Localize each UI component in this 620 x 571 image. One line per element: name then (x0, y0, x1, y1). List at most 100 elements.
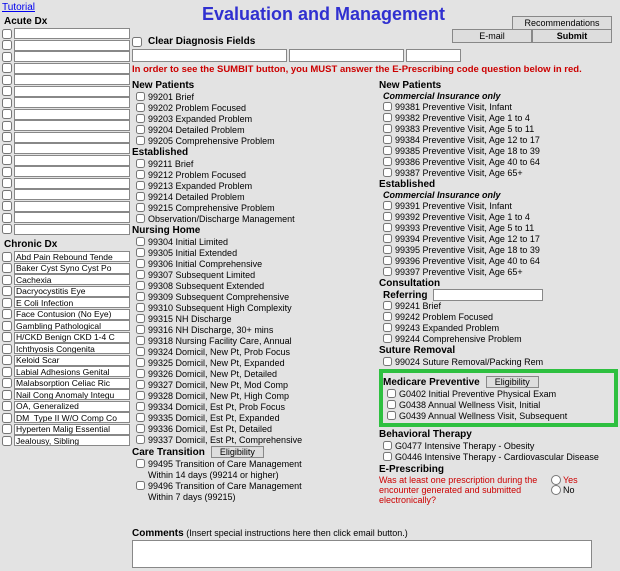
nh-9-checkbox[interactable] (136, 336, 145, 345)
acute-dx-10-input[interactable] (14, 143, 130, 154)
chronic-dx-6-checkbox[interactable] (2, 321, 12, 331)
chronic-dx-3-checkbox[interactable] (2, 286, 12, 296)
chronic-dx-15-input[interactable] (14, 424, 130, 435)
chronic-dx-4-input[interactable] (14, 297, 130, 308)
chronic-dx-2-checkbox[interactable] (2, 275, 12, 285)
est-0-checkbox[interactable] (136, 159, 145, 168)
est-ci-6-checkbox[interactable] (383, 267, 392, 276)
est-ci-4-checkbox[interactable] (383, 245, 392, 254)
chronic-dx-11-checkbox[interactable] (2, 378, 12, 388)
acute-dx-3-checkbox[interactable] (2, 63, 12, 73)
nh-18-checkbox[interactable] (136, 435, 145, 444)
chronic-dx-9-input[interactable] (14, 355, 130, 366)
acute-dx-14-input[interactable] (14, 189, 130, 200)
acute-dx-15-checkbox[interactable] (2, 201, 12, 211)
new-3-checkbox[interactable] (136, 125, 145, 134)
medicare-0-checkbox[interactable] (387, 389, 396, 398)
nh-11-checkbox[interactable] (136, 358, 145, 367)
chronic-dx-0-input[interactable] (14, 251, 130, 262)
nh-2-checkbox[interactable] (136, 259, 145, 268)
chronic-dx-9-checkbox[interactable] (2, 355, 12, 365)
est-ci-5-checkbox[interactable] (383, 256, 392, 265)
medicare-1-checkbox[interactable] (387, 400, 396, 409)
new-ci-5-checkbox[interactable] (383, 157, 392, 166)
acute-dx-9-input[interactable] (14, 132, 130, 143)
eprescribe-no-radio[interactable] (551, 485, 561, 495)
top-input-2[interactable] (289, 49, 404, 62)
acute-dx-0-input[interactable] (14, 28, 130, 39)
acute-dx-11-checkbox[interactable] (2, 155, 12, 165)
acute-dx-13-checkbox[interactable] (2, 178, 12, 188)
nh-1-checkbox[interactable] (136, 248, 145, 257)
est-1-checkbox[interactable] (136, 170, 145, 179)
acute-dx-4-checkbox[interactable] (2, 75, 12, 85)
medicare-eligibility-button[interactable]: Eligibility (486, 376, 539, 388)
nh-8-checkbox[interactable] (136, 325, 145, 334)
recommendations-button[interactable]: Recommendations (512, 16, 612, 30)
cons-3-checkbox[interactable] (383, 334, 392, 343)
acute-dx-8-checkbox[interactable] (2, 121, 12, 131)
bt-1-checkbox[interactable] (383, 452, 392, 461)
est-ci-3-checkbox[interactable] (383, 234, 392, 243)
top-input-3[interactable] (406, 49, 461, 62)
nh-14-checkbox[interactable] (136, 391, 145, 400)
est-2-checkbox[interactable] (136, 181, 145, 190)
top-input-1[interactable] (132, 49, 287, 62)
acute-dx-3-input[interactable] (14, 63, 130, 74)
chronic-dx-1-checkbox[interactable] (2, 263, 12, 273)
nh-4-checkbox[interactable] (136, 281, 145, 290)
chronic-dx-1-input[interactable] (14, 263, 130, 274)
acute-dx-6-checkbox[interactable] (2, 98, 12, 108)
chronic-dx-15-checkbox[interactable] (2, 424, 12, 434)
nh-10-checkbox[interactable] (136, 347, 145, 356)
comments-textarea[interactable] (132, 540, 592, 568)
new-ci-4-checkbox[interactable] (383, 146, 392, 155)
acute-dx-10-checkbox[interactable] (2, 144, 12, 154)
cons-2-checkbox[interactable] (383, 323, 392, 332)
acute-dx-8-input[interactable] (14, 120, 130, 131)
eprescribe-yes-radio[interactable] (551, 475, 561, 485)
chronic-dx-12-input[interactable] (14, 389, 130, 400)
clear-dx-checkbox[interactable] (132, 37, 142, 47)
acute-dx-7-checkbox[interactable] (2, 109, 12, 119)
chronic-dx-0-checkbox[interactable] (2, 252, 12, 262)
chronic-dx-12-checkbox[interactable] (2, 390, 12, 400)
new-2-checkbox[interactable] (136, 114, 145, 123)
new-1-checkbox[interactable] (136, 103, 145, 112)
referring-input[interactable] (433, 289, 543, 301)
chronic-dx-7-checkbox[interactable] (2, 332, 12, 342)
acute-dx-1-checkbox[interactable] (2, 40, 12, 50)
acute-dx-2-input[interactable] (14, 51, 130, 62)
chronic-dx-13-input[interactable] (14, 401, 130, 412)
est-ci-0-checkbox[interactable] (383, 201, 392, 210)
nh-16-checkbox[interactable] (136, 413, 145, 422)
nh-15-checkbox[interactable] (136, 402, 145, 411)
nh-13-checkbox[interactable] (136, 380, 145, 389)
ct-0-checkbox[interactable] (136, 459, 145, 468)
chronic-dx-7-input[interactable] (14, 332, 130, 343)
acute-dx-16-input[interactable] (14, 212, 130, 223)
new-ci-6-checkbox[interactable] (383, 168, 392, 177)
chronic-dx-11-input[interactable] (14, 378, 130, 389)
chronic-dx-5-input[interactable] (14, 309, 130, 320)
chronic-dx-3-input[interactable] (14, 286, 130, 297)
bt-0-checkbox[interactable] (383, 441, 392, 450)
care-transition-eligibility-button[interactable]: Eligibility (211, 446, 264, 458)
cons-1-checkbox[interactable] (383, 312, 392, 321)
tutorial-link[interactable]: Tutorial (2, 2, 35, 13)
acute-dx-6-input[interactable] (14, 97, 130, 108)
acute-dx-9-checkbox[interactable] (2, 132, 12, 142)
est-5-checkbox[interactable] (136, 214, 145, 223)
acute-dx-16-checkbox[interactable] (2, 213, 12, 223)
nh-5-checkbox[interactable] (136, 292, 145, 301)
chronic-dx-6-input[interactable] (14, 320, 130, 331)
chronic-dx-4-checkbox[interactable] (2, 298, 12, 308)
chronic-dx-5-checkbox[interactable] (2, 309, 12, 319)
chronic-dx-16-input[interactable] (14, 435, 130, 446)
acute-dx-13-input[interactable] (14, 178, 130, 189)
medicare-2-checkbox[interactable] (387, 411, 396, 420)
acute-dx-15-input[interactable] (14, 201, 130, 212)
acute-dx-1-input[interactable] (14, 40, 130, 51)
chronic-dx-8-input[interactable] (14, 343, 130, 354)
suture-0-checkbox[interactable] (383, 357, 392, 366)
